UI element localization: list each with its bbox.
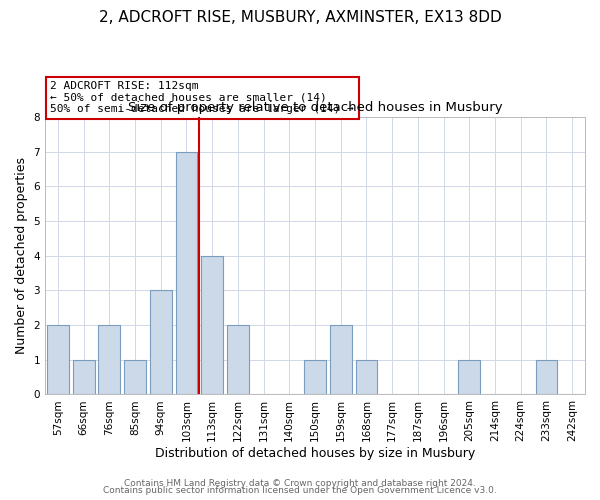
Bar <box>98 325 120 394</box>
Text: 2 ADCROFT RISE: 112sqm
← 50% of detached houses are smaller (14)
50% of semi-det: 2 ADCROFT RISE: 112sqm ← 50% of detached… <box>50 81 354 114</box>
Bar <box>330 325 352 394</box>
Y-axis label: Number of detached properties: Number of detached properties <box>15 158 28 354</box>
Bar <box>201 256 223 394</box>
Bar <box>176 152 197 394</box>
Bar <box>47 325 69 394</box>
Bar <box>304 360 326 394</box>
Title: Size of property relative to detached houses in Musbury: Size of property relative to detached ho… <box>128 102 502 114</box>
Bar <box>227 325 249 394</box>
Bar <box>458 360 480 394</box>
Text: Contains HM Land Registry data © Crown copyright and database right 2024.: Contains HM Land Registry data © Crown c… <box>124 478 476 488</box>
Bar <box>356 360 377 394</box>
Bar <box>536 360 557 394</box>
X-axis label: Distribution of detached houses by size in Musbury: Distribution of detached houses by size … <box>155 447 475 460</box>
Bar <box>124 360 146 394</box>
Bar <box>73 360 95 394</box>
Text: 2, ADCROFT RISE, MUSBURY, AXMINSTER, EX13 8DD: 2, ADCROFT RISE, MUSBURY, AXMINSTER, EX1… <box>98 10 502 25</box>
Bar <box>150 290 172 395</box>
Text: Contains public sector information licensed under the Open Government Licence v3: Contains public sector information licen… <box>103 486 497 495</box>
